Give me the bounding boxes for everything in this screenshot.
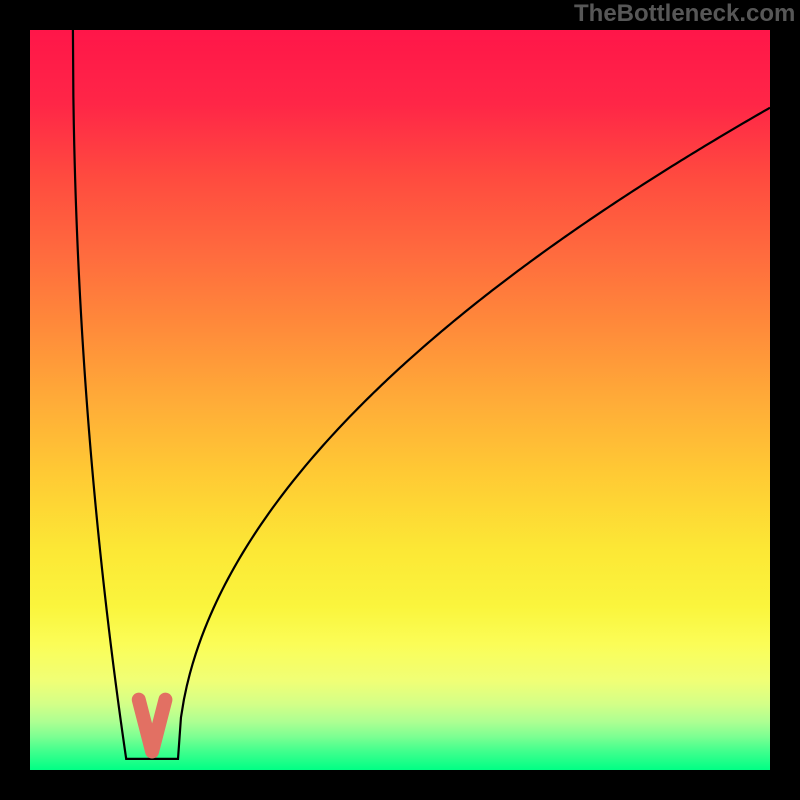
frame-bottom: [0, 770, 800, 800]
frame-left: [0, 0, 30, 800]
bottleneck-chart: [30, 30, 770, 770]
gradient-background: [30, 30, 770, 770]
frame-right: [770, 0, 800, 800]
watermark-text: TheBottleneck.com: [574, 0, 795, 28]
